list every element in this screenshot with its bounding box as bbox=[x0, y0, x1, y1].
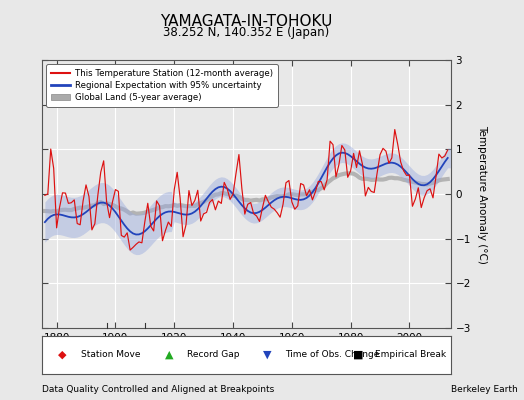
Text: ◆: ◆ bbox=[58, 349, 67, 359]
Text: Data Quality Controlled and Aligned at Breakpoints: Data Quality Controlled and Aligned at B… bbox=[42, 386, 274, 394]
Text: 38.252 N, 140.352 E (Japan): 38.252 N, 140.352 E (Japan) bbox=[163, 26, 330, 39]
Text: ▼: ▼ bbox=[263, 349, 271, 359]
Text: Station Move: Station Move bbox=[81, 350, 140, 359]
Y-axis label: Temperature Anomaly (°C): Temperature Anomaly (°C) bbox=[477, 124, 487, 264]
Text: ▲: ▲ bbox=[165, 349, 173, 359]
Text: YAMAGATA-IN-TOHOKU: YAMAGATA-IN-TOHOKU bbox=[160, 14, 332, 29]
Text: Berkeley Earth: Berkeley Earth bbox=[451, 386, 517, 394]
Text: Time of Obs. Change: Time of Obs. Change bbox=[285, 350, 379, 359]
Legend: This Temperature Station (12-month average), Regional Expectation with 95% uncer: This Temperature Station (12-month avera… bbox=[46, 64, 278, 107]
Text: ■: ■ bbox=[353, 349, 363, 359]
Text: Record Gap: Record Gap bbox=[187, 350, 239, 359]
Text: Empirical Break: Empirical Break bbox=[375, 350, 446, 359]
